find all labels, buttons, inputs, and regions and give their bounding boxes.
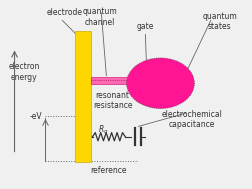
Text: -eV: -eV [29, 112, 42, 121]
Text: $R_q$: $R_q$ [98, 124, 108, 137]
Text: quantum
states: quantum states [201, 12, 236, 31]
Bar [91, 77, 134, 84]
Bar [75, 31, 91, 162]
Text: electrochemical
capacitance: electrochemical capacitance [161, 109, 222, 129]
Circle shape [126, 58, 194, 108]
Text: gate: gate [136, 22, 153, 31]
Text: quantum
channel: quantum channel [82, 7, 117, 27]
Text: electrode: electrode [47, 8, 82, 17]
Text: electron
energy: electron energy [8, 62, 40, 82]
Text: reference: reference [90, 166, 127, 175]
Text: resonant
resistance: resonant resistance [92, 91, 132, 110]
